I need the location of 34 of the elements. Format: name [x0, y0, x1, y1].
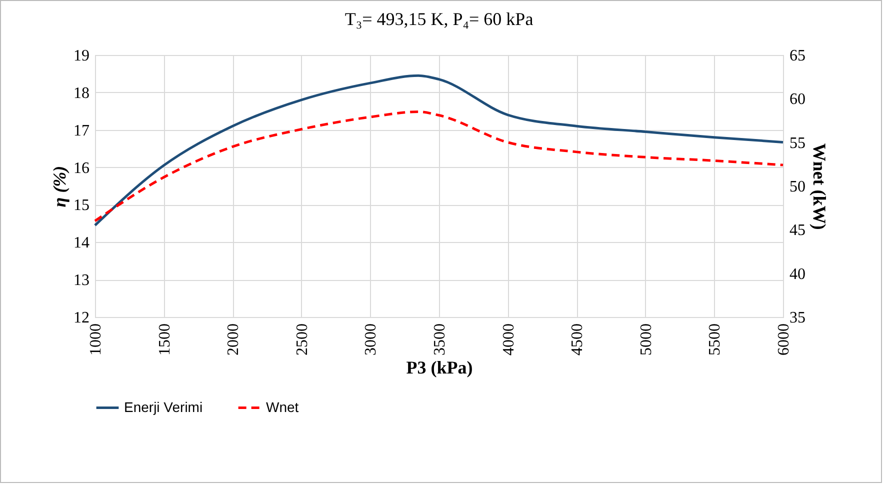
y2-tick-label: 35 [790, 310, 806, 326]
y2-tick-label: 55 [790, 134, 806, 152]
x-tick-label: 2500 [294, 324, 311, 356]
x-tick-label: 1000 [88, 324, 104, 356]
line-series [94, 74, 784, 227]
y2-tick-label: 50 [790, 178, 806, 196]
x-tick-label: 6000 [776, 324, 792, 356]
legend-label: Enerji Verimi [124, 398, 203, 415]
x-tick-label: 3000 [362, 324, 380, 356]
y2-axis-title: Wnet (kW) [810, 143, 830, 230]
y-tick-label: 14 [74, 234, 90, 252]
line-series [94, 110, 784, 222]
y2-tick-label: 65 [790, 48, 806, 64]
x-tick-label: 4500 [569, 324, 586, 356]
x-axis-title: P3 (kPa) [406, 358, 473, 378]
y-tick-label: 16 [74, 160, 90, 177]
y-tick-label: 13 [74, 272, 90, 290]
chart-title: T₃= 493,15 K, P₄= 60 kPa [344, 9, 534, 29]
x-tick-label: 5500 [706, 324, 724, 356]
x-tick-label: 5000 [638, 324, 655, 356]
y-axis-title: η (%) [50, 166, 70, 208]
x-tick-label: 1500 [156, 324, 174, 356]
y2-tick-label: 45 [790, 222, 806, 240]
y2-tick-label: 40 [790, 266, 806, 283]
x-tick-label: 2000 [225, 324, 242, 356]
y-tick-label: 15 [74, 197, 90, 214]
x-tick-label: 3500 [432, 324, 448, 356]
legend-label: Wnet [266, 398, 299, 415]
y2-tick-label: 60 [790, 91, 806, 108]
y-tick-label: 17 [74, 122, 90, 140]
y-tick-label: 18 [74, 84, 90, 102]
y-tick-label: 19 [74, 48, 90, 64]
x-tick-label: 4000 [500, 324, 518, 356]
y-tick-label: 12 [74, 310, 90, 326]
